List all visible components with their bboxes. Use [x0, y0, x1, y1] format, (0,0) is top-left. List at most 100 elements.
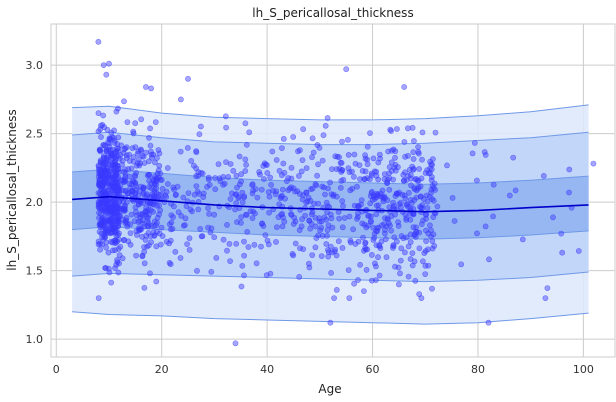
- data-point-491: [128, 211, 135, 218]
- data-point-1166: [364, 143, 371, 150]
- data-point-743: [251, 241, 258, 248]
- data-point-1064: [403, 216, 410, 223]
- data-point-758: [246, 129, 253, 136]
- data-point-709: [215, 161, 222, 168]
- data-point-876: [267, 174, 274, 181]
- data-point-760: [205, 176, 212, 183]
- data-point-792: [181, 222, 188, 228]
- data-point-666: [139, 252, 146, 259]
- data-point-699: [224, 247, 230, 254]
- data-point-780: [159, 185, 166, 192]
- data-point-708: [164, 181, 171, 187]
- data-point-915: [349, 185, 356, 192]
- data-point-396: [112, 223, 119, 230]
- data-point-1018: [268, 181, 274, 188]
- x-tick-label-2: 40: [260, 363, 274, 376]
- data-point-978: [313, 182, 320, 189]
- data-point-568: [157, 176, 164, 183]
- data-point-674: [147, 148, 154, 155]
- data-point-639: [127, 241, 134, 248]
- data-point-1335: [390, 242, 397, 249]
- data-point-843: [205, 174, 212, 181]
- data-point-847: [198, 233, 205, 240]
- data-point-958: [300, 126, 307, 133]
- data-point-1124: [425, 262, 432, 269]
- data-point-969: [309, 135, 316, 142]
- data-point-1284: [369, 196, 376, 203]
- data-point-957: [346, 295, 353, 301]
- data-point-1159: [396, 201, 403, 208]
- data-point-1009: [311, 200, 317, 207]
- outlier-point-2: [103, 71, 110, 78]
- data-point-591: [138, 226, 145, 233]
- data-point-583: [117, 151, 124, 158]
- band-2-upper-edge: [72, 168, 589, 185]
- data-point-1024: [273, 157, 280, 163]
- data-point-1389: [474, 230, 480, 237]
- data-point-1275: [372, 263, 379, 270]
- data-point-657: [145, 229, 152, 236]
- data-point-1366: [575, 248, 582, 254]
- data-point-1386: [566, 166, 573, 173]
- data-point-1363: [482, 152, 489, 158]
- data-point-261: [95, 110, 102, 117]
- data-point-999: [283, 178, 290, 184]
- data-point-672: [126, 158, 133, 164]
- data-point-801: [184, 144, 191, 151]
- data-point-378: [97, 171, 104, 177]
- data-point-803: [247, 208, 254, 214]
- data-point-787: [242, 168, 249, 174]
- data-point-765: [195, 206, 202, 213]
- data-point-162: [115, 134, 122, 141]
- data-point-417: [95, 163, 102, 170]
- outlier-point-9: [343, 66, 350, 73]
- data-point-676: [131, 172, 138, 179]
- data-point-1246: [401, 139, 408, 145]
- data-point-1309: [362, 152, 368, 159]
- data-point-885: [269, 148, 276, 155]
- data-point-833: [186, 235, 193, 242]
- data-point-1371: [458, 261, 465, 268]
- data-point-1367: [542, 295, 549, 301]
- data-point-634: [121, 168, 127, 175]
- data-point-1055: [320, 132, 327, 139]
- data-point-1030: [319, 232, 326, 239]
- data-point-823: [236, 181, 243, 188]
- data-point-1321: [405, 173, 411, 179]
- outlier-point-10: [401, 84, 408, 90]
- data-point-712: [238, 214, 245, 220]
- data-point-972: [281, 218, 288, 225]
- data-point-1369: [490, 181, 497, 188]
- data-point-820: [220, 173, 227, 180]
- data-point-762: [167, 261, 174, 268]
- data-point-961: [303, 189, 310, 196]
- data-point-1079: [368, 251, 375, 258]
- x-tick-labels: 0 20 40 60 80 100: [53, 363, 594, 376]
- data-point-732: [227, 196, 234, 202]
- data-point-1377: [449, 194, 456, 201]
- data-point-828: [200, 194, 207, 200]
- data-point-981: [299, 157, 306, 163]
- data-point-1156: [397, 270, 403, 277]
- data-point-1020: [308, 186, 314, 193]
- data-point-1000: [308, 220, 315, 227]
- data-point-997: [352, 160, 359, 167]
- data-point-1045: [295, 148, 301, 155]
- data-point-1038: [350, 173, 357, 180]
- data-point-630: [147, 233, 154, 240]
- data-point-914: [355, 277, 361, 283]
- data-point-311: [111, 140, 118, 146]
- data-point-1267: [397, 257, 404, 264]
- data-point-528: [148, 154, 155, 161]
- data-point-1158: [379, 187, 386, 194]
- data-point-989: [265, 241, 272, 248]
- data-point-1126: [375, 254, 381, 261]
- data-point-805: [260, 176, 267, 182]
- data-point-1174: [368, 213, 374, 220]
- data-point-1232: [372, 277, 379, 283]
- data-point-1227: [392, 167, 399, 174]
- data-point-644: [122, 207, 128, 214]
- data-point-1188: [404, 125, 411, 132]
- data-point-817: [252, 210, 258, 217]
